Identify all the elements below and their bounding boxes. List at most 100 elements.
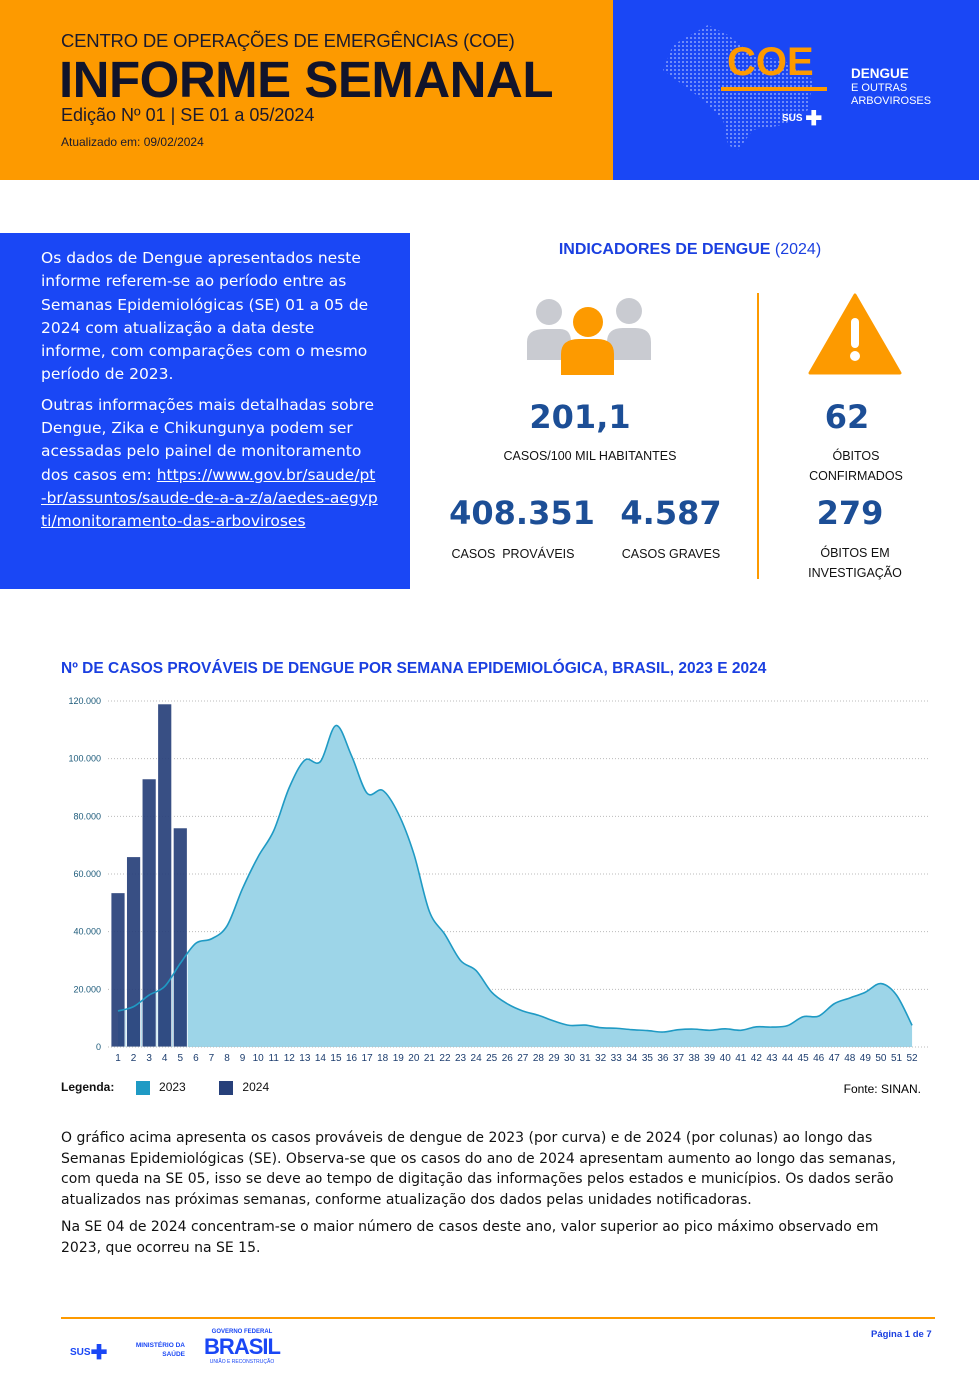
y-tick-label: 120.000: [68, 696, 101, 706]
x-tick-label: 32: [595, 1053, 607, 1064]
x-tick-label: 43: [766, 1053, 778, 1064]
logo-sub1: E OUTRAS: [851, 82, 908, 94]
x-tick-label: 30: [564, 1053, 576, 1064]
intro-paragraph-2: Outras informações mais detalhadas sobre…: [41, 394, 380, 534]
intro-text: Outras informações mais detalhadas sobre…: [41, 395, 375, 484]
probable-cases-label: CASOS PROVÁVEIS: [451, 547, 575, 561]
monitoring-link[interactable]: https://www.gov.br/saude/pt-br/assuntos/…: [41, 465, 378, 531]
people-icon: [527, 298, 651, 375]
x-tick-label: 38: [689, 1053, 701, 1064]
legend-swatch-2024: [219, 1080, 234, 1095]
x-tick-label: 50: [875, 1053, 887, 1064]
coe-logo-text: COE: [727, 40, 814, 84]
indicators-title: INDICADORES DE DENGUE (2024): [440, 241, 940, 259]
x-tick-label: 39: [704, 1053, 716, 1064]
x-tick-label: 23: [455, 1053, 467, 1064]
chart-source: Fonte: SINAN.: [843, 1082, 921, 1096]
x-tick-label: 6: [193, 1053, 199, 1064]
deaths-label-1: ÓBITOS: [832, 449, 880, 463]
x-tick-label: 27: [517, 1053, 529, 1064]
x-tick-label: 37: [673, 1053, 685, 1064]
legend-2023: 2023: [159, 1080, 186, 1094]
x-tick-label: 7: [209, 1053, 215, 1064]
legend-swatch-2023: [135, 1080, 150, 1095]
page-title: INFORME SEMANAL: [59, 51, 553, 108]
indicators-year: (2024): [774, 241, 822, 258]
dengue-label: DENGUE: [851, 66, 909, 81]
x-tick-label: 42: [751, 1053, 763, 1064]
x-tick-label: 19: [393, 1053, 405, 1064]
x-tick-label: 45: [798, 1053, 810, 1064]
deaths-label-2: CONFIRMADOS: [809, 469, 903, 483]
bar-2024: [172, 827, 188, 1048]
ministry-line-1: MINISTÉRIO DA: [135, 1342, 185, 1349]
page-number: Página 1 de 7: [871, 1329, 932, 1340]
bar-2024: [141, 778, 157, 1048]
x-tick-label: 35: [642, 1053, 654, 1064]
x-tick-label: 47: [829, 1053, 841, 1064]
bar-2024: [126, 856, 141, 1048]
analysis-paragraph-2: Na SE 04 de 2024 concentram-se o maior n…: [61, 1219, 879, 1256]
indicator-divider: [757, 293, 759, 579]
x-tick-label: 12: [284, 1053, 296, 1064]
x-tick-label: 24: [471, 1053, 483, 1064]
x-tick-label: 31: [580, 1053, 592, 1064]
x-tick-label: 8: [224, 1053, 230, 1064]
bar-2024: [157, 703, 173, 1048]
sus-logo: SUS ✚: [782, 106, 822, 131]
x-tick-label: 11: [269, 1053, 280, 1064]
y-tick-label: 0: [96, 1042, 101, 1052]
ministry-line-2: SAÚDE: [162, 1351, 185, 1358]
header-supertitle: CENTRO DE OPERAÇÕES DE EMERGÊNCIAS (COE): [61, 30, 515, 51]
x-tick-label: 52: [907, 1053, 919, 1064]
x-tick-label: 21: [424, 1053, 436, 1064]
updated-date: Atualizado em: 09/02/2024: [61, 135, 204, 149]
area-2023: [118, 725, 913, 1047]
y-tick-label: 100.000: [68, 754, 101, 764]
indicators-title-bold: INDICADORES DE DENGUE: [558, 241, 771, 258]
investigation-label-1: ÓBITOS EM: [820, 546, 890, 560]
x-tick-label: 4: [162, 1053, 168, 1064]
x-tick-label: 40: [720, 1053, 732, 1064]
incidence-label: CASOS/100 MIL HABITANTES: [503, 449, 677, 463]
x-tick-label: 25: [486, 1053, 498, 1064]
analysis-paragraph-1: O gráfico acima apresenta os casos prová…: [61, 1130, 897, 1208]
x-tick-label: 15: [330, 1053, 342, 1064]
cases-chart: 0 20.000 40.000 60.000 80.000 100.000 120.000 1…: [68, 696, 928, 1064]
intro-paragraph-1: Os dados de Dengue apresentados neste in…: [41, 249, 369, 384]
footer-sus-text: SUS: [70, 1347, 91, 1359]
probable-cases-value: 408.351: [449, 494, 595, 532]
y-tick-label: 80.000: [73, 811, 101, 821]
logo-sub2: ARBOVIROSES: [851, 95, 932, 107]
x-tick-label: 46: [813, 1053, 825, 1064]
x-tick-label: 10: [253, 1053, 265, 1064]
x-tick-label: 33: [611, 1053, 623, 1064]
chart-legend: Legenda: 2023 2024: [61, 1080, 269, 1095]
intro-box: Os dados de Dengue apresentados neste in…: [0, 233, 410, 589]
x-tick-label: 28: [533, 1053, 545, 1064]
confirmed-deaths-value: 62: [824, 398, 870, 436]
ministry-logo: MINISTÉRIO DA SAÚDE: [125, 1341, 185, 1359]
arboviroses-label: E OUTRAS ARBOVIROSES: [851, 82, 931, 108]
x-tick-label: 13: [299, 1053, 311, 1064]
x-tick-label: 48: [844, 1053, 856, 1064]
confirmed-deaths-label: ÓBITOS CONFIRMADOS: [796, 446, 916, 486]
x-tick-label: 20: [408, 1053, 420, 1064]
x-tick-label: 26: [502, 1053, 514, 1064]
line-2023: [117, 724, 913, 1033]
warning-icon: [808, 293, 902, 375]
deaths-investigation-value: 279: [816, 494, 884, 532]
gov-logo: GOVERNO FEDERAL BRASIL UNIÃO E RECONSTRU…: [197, 1329, 287, 1365]
legend-label: Legenda:: [61, 1080, 115, 1094]
plus-icon: ✚: [805, 108, 823, 130]
bar-2024: [110, 892, 126, 1048]
sus-text: SUS: [782, 113, 803, 125]
severe-cases-label: CASOS GRAVES: [621, 547, 721, 561]
x-tick-label: 29: [548, 1053, 560, 1064]
edition-label: Edição Nº 01 | SE 01 a 05/2024: [61, 105, 315, 125]
severe-cases-value: 4.587: [620, 494, 722, 532]
y-tick-label: 20.000: [73, 984, 101, 994]
x-tick-label: 51: [891, 1053, 903, 1064]
incidence-value: 201,1: [529, 398, 631, 436]
x-tick-label: 49: [860, 1053, 872, 1064]
